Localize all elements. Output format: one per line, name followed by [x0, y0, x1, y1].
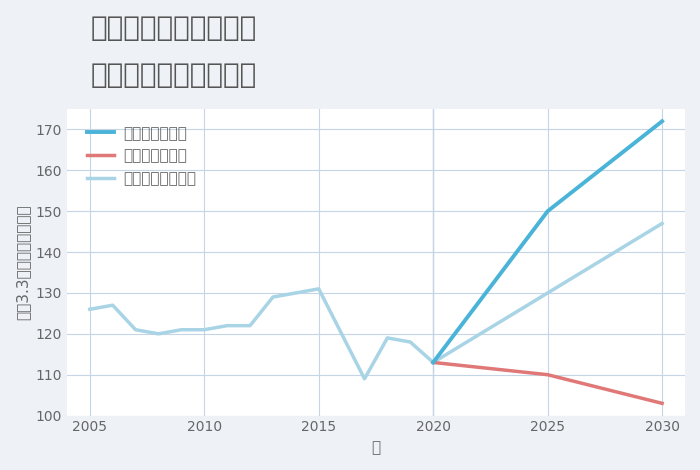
Text: 兵庫県宝塚市口谷東の: 兵庫県宝塚市口谷東の	[91, 14, 258, 42]
Y-axis label: 坪（3.3㎡）単価（万円）: 坪（3.3㎡）単価（万円）	[15, 204, 30, 320]
Text: 中古戸建ての価格推移: 中古戸建ての価格推移	[91, 61, 258, 89]
Legend: グッドシナリオ, バッドシナリオ, ノーマルシナリオ: グッドシナリオ, バッドシナリオ, ノーマルシナリオ	[80, 120, 202, 192]
X-axis label: 年: 年	[372, 440, 381, 455]
